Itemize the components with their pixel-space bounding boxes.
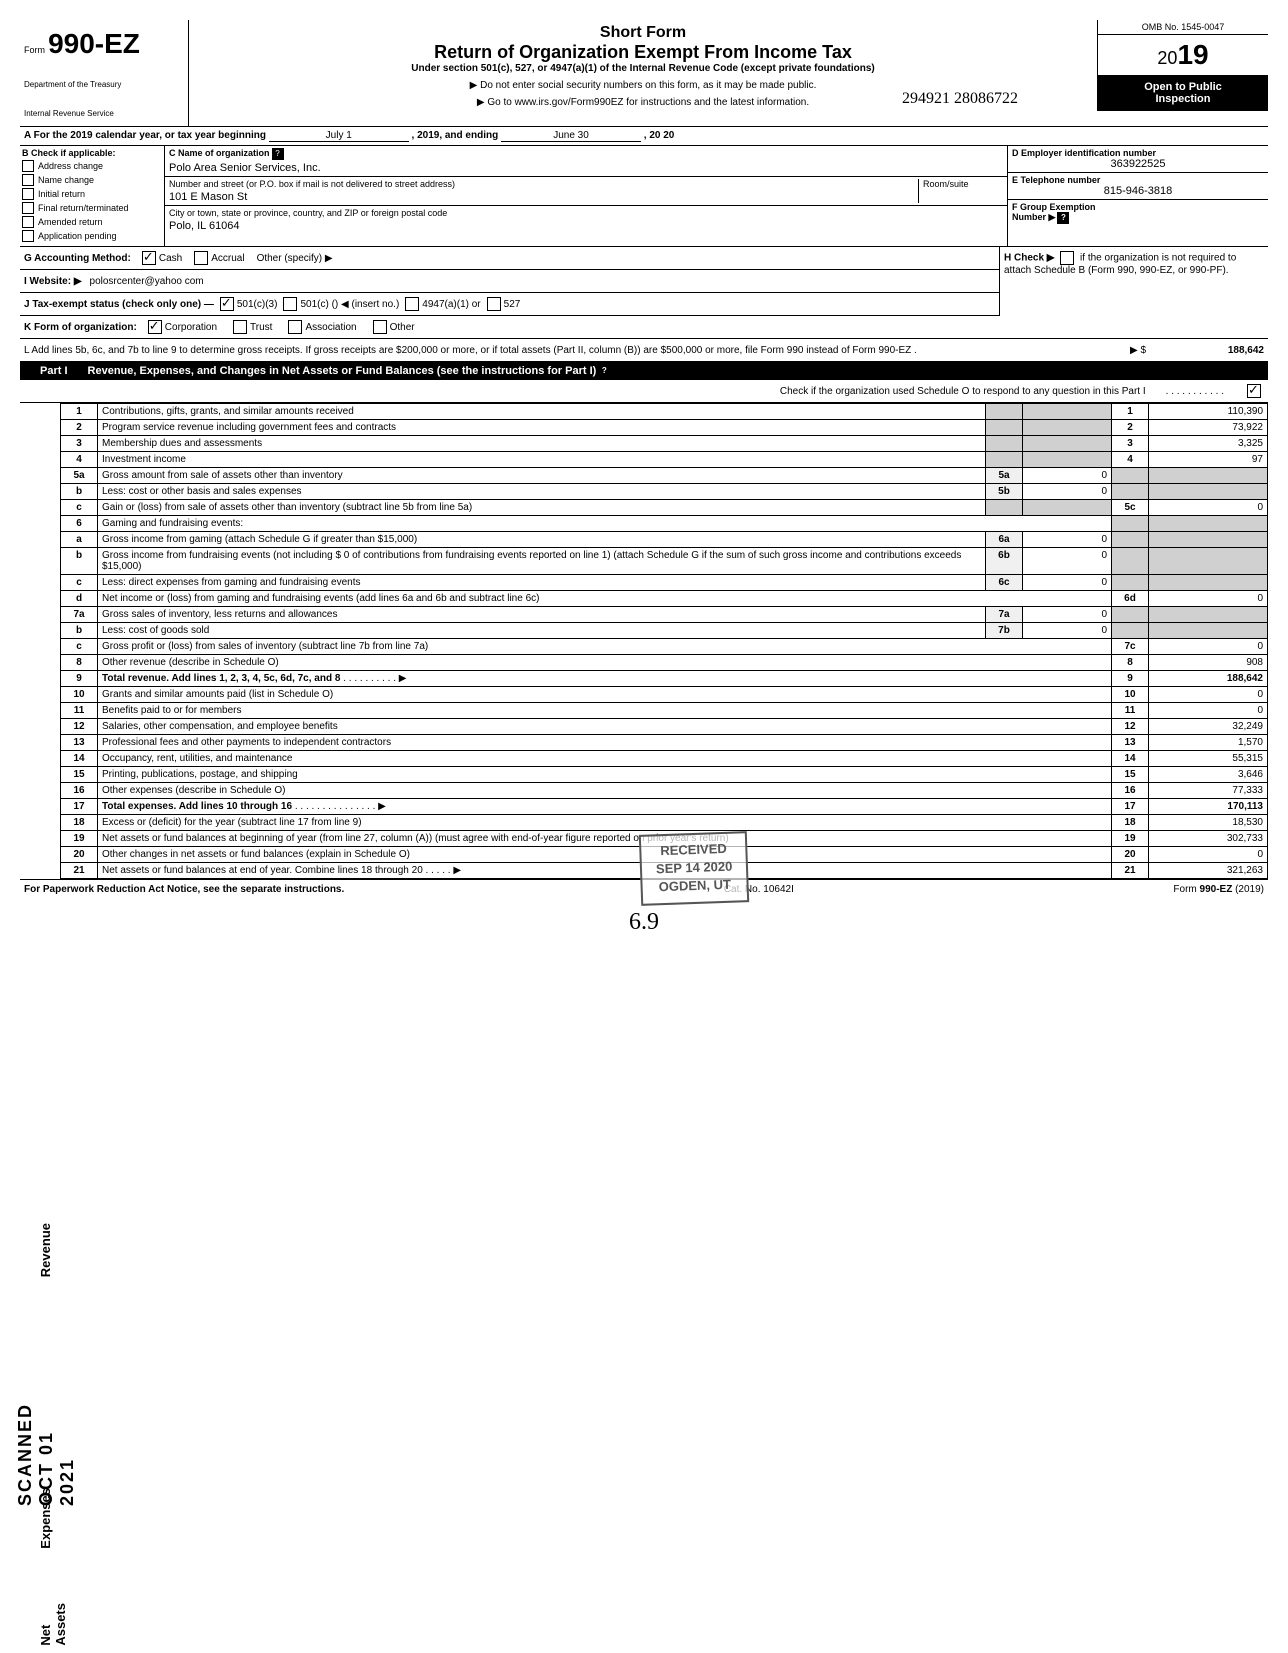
chk-527[interactable]	[487, 297, 501, 311]
help-icon[interactable]: ?	[272, 148, 284, 160]
line7b-value: 0	[1023, 623, 1112, 639]
tax-year: 2019	[1098, 35, 1268, 75]
chk-amended-return[interactable]	[22, 216, 34, 228]
form-header: Form 990-EZ Department of the Treasury I…	[20, 20, 1268, 127]
line6b-value: 0	[1023, 548, 1112, 575]
year-block: OMB No. 1545-0047 2019 Open to Public In…	[1097, 20, 1268, 111]
row-k-org-form: K Form of organization: Corporation Trus…	[20, 316, 1268, 339]
chk-other-org[interactable]	[373, 320, 387, 334]
row-j-tax-status: J Tax-exempt status (check only one) — 5…	[20, 293, 999, 316]
main-title: Return of Organization Exempt From Incom…	[197, 42, 1089, 63]
chk-initial-return[interactable]	[22, 188, 34, 200]
line15-value: 3,646	[1149, 767, 1268, 783]
line7c-value: 0	[1149, 639, 1268, 655]
handwritten-bottom: 6.9	[20, 909, 1268, 936]
line6d-value: 0	[1149, 591, 1268, 607]
col-c-org-info: C Name of organization? Polo Area Senior…	[165, 146, 1008, 246]
org-street[interactable]: 101 E Mason St	[169, 191, 918, 203]
help-icon[interactable]: ?	[598, 365, 610, 377]
line13-value: 1,570	[1149, 735, 1268, 751]
chk-no-sched-b[interactable]	[1060, 251, 1074, 265]
chk-501c3[interactable]	[220, 297, 234, 311]
chk-501c[interactable]	[283, 297, 297, 311]
footer-left: For Paperwork Reduction Act Notice, see …	[24, 884, 344, 895]
gross-receipts-value: 188,642	[1154, 345, 1264, 356]
subtitle: Under section 501(c), 527, or 4947(a)(1)…	[197, 63, 1089, 74]
part1-table: 1Contributions, gifts, grants, and simil…	[60, 403, 1268, 879]
line20-value: 0	[1149, 847, 1268, 863]
part1-check-note: Check if the organization used Schedule …	[20, 380, 1268, 403]
dept-treasury: Department of the Treasury	[24, 80, 184, 89]
line2-value: 73,922	[1149, 420, 1268, 436]
help-icon[interactable]: ?	[1057, 212, 1069, 224]
line16-value: 77,333	[1149, 783, 1268, 799]
revenue-section-label: Revenue	[38, 1223, 53, 1277]
line10-value: 0	[1149, 687, 1268, 703]
line6a-value: 0	[1023, 532, 1112, 548]
form-id-block: Form 990-EZ Department of the Treasury I…	[20, 20, 189, 126]
part1-header: Part I Revenue, Expenses, and Changes in…	[20, 362, 1268, 380]
row-g-accounting: G Accounting Method: Cash Accrual Other …	[20, 247, 999, 270]
line3-value: 3,325	[1149, 436, 1268, 452]
entity-info-grid: B Check if applicable: Address change Na…	[20, 146, 1268, 247]
chk-4947[interactable]	[405, 297, 419, 311]
form-prefix: Form	[24, 45, 45, 55]
line21-value: 321,263	[1149, 863, 1268, 879]
line18-value: 18,530	[1149, 815, 1268, 831]
period-end[interactable]: June 30	[501, 130, 641, 142]
col-d-ein-tel: D Employer identification number 3639225…	[1008, 146, 1268, 246]
chk-name-change[interactable]	[22, 174, 34, 186]
handwritten-top: 294921 28086722	[902, 90, 1018, 108]
chk-sched-o-used[interactable]	[1247, 384, 1261, 398]
chk-trust[interactable]	[233, 320, 247, 334]
chk-accrual[interactable]	[194, 251, 208, 265]
chk-application-pending[interactable]	[22, 230, 34, 242]
line6c-value: 0	[1023, 575, 1112, 591]
short-form-title: Short Form	[197, 24, 1089, 42]
org-name[interactable]: Polo Area Senior Services, Inc.	[169, 162, 1003, 174]
line14-value: 55,315	[1149, 751, 1268, 767]
chk-association[interactable]	[288, 320, 302, 334]
netassets-section-label: Net Assets	[38, 1603, 68, 1646]
line1-value: 110,390	[1149, 404, 1268, 420]
row-i-website: I Website: ▶ polosrcenter@yahoo com	[20, 270, 999, 293]
line5a-value: 0	[1023, 468, 1112, 484]
line19-value: 302,733	[1149, 831, 1268, 847]
line5c-value: 0	[1149, 500, 1268, 516]
col-b-checkboxes: B Check if applicable: Address change Na…	[20, 146, 165, 246]
line8-value: 908	[1149, 655, 1268, 671]
website-value[interactable]: polosrcenter@yahoo com	[90, 276, 204, 287]
row-a-tax-year: A For the 2019 calendar year, or tax yea…	[20, 127, 1268, 146]
chk-corporation[interactable]	[148, 320, 162, 334]
org-city[interactable]: Polo, IL 61064	[169, 220, 1003, 232]
dept-irs: Internal Revenue Service	[24, 109, 184, 118]
tel-value[interactable]: 815-946-3818	[1012, 185, 1264, 197]
line4-value: 97	[1149, 452, 1268, 468]
chk-address-change[interactable]	[22, 160, 34, 172]
received-stamp: RECEIVED SEP 14 2020 OGDEN, UT	[639, 831, 750, 905]
scanned-stamp: SCANNED OCT 01 2021	[15, 1403, 78, 1506]
row-l-gross-receipts: L Add lines 5b, 6c, and 7b to line 9 to …	[20, 339, 1268, 362]
line11-value: 0	[1149, 703, 1268, 719]
chk-cash[interactable]	[142, 251, 156, 265]
open-to-public: Open to Public Inspection	[1098, 75, 1268, 111]
title-block: Short Form 294921 28086722 Return of Org…	[189, 20, 1097, 112]
chk-final-return[interactable]	[22, 202, 34, 214]
line7a-value: 0	[1023, 607, 1112, 623]
row-h-schedule-b: H Check ▶ if the organization is not req…	[999, 247, 1268, 316]
period-begin[interactable]: July 1	[269, 130, 409, 142]
line12-value: 32,249	[1149, 719, 1268, 735]
footer-right: Form 990-EZ (2019)	[1173, 884, 1264, 895]
line5b-value: 0	[1023, 484, 1112, 500]
line9-value: 188,642	[1149, 671, 1268, 687]
line17-value: 170,113	[1149, 799, 1268, 815]
form-number: 990-EZ	[48, 28, 140, 59]
omb-number: OMB No. 1545-0047	[1098, 20, 1268, 35]
ein-value[interactable]: 363922525	[1012, 158, 1264, 170]
